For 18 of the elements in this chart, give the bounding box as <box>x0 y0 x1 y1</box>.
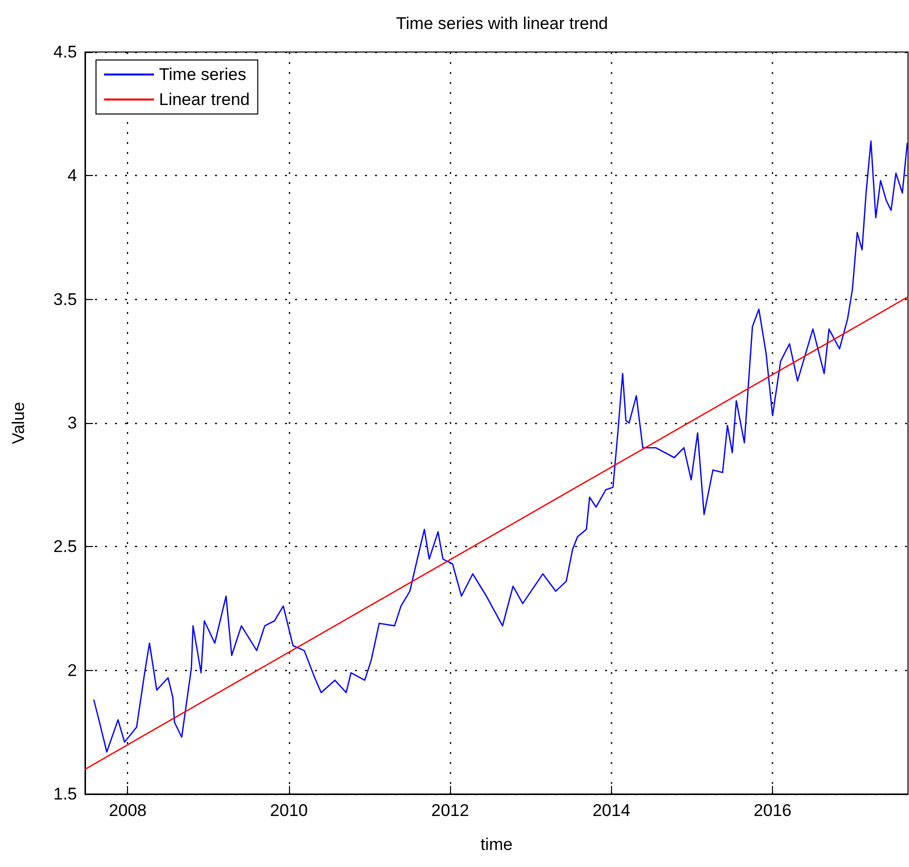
y-tick-label: 1.5 <box>53 784 77 804</box>
y-tick-label: 4.5 <box>53 42 77 62</box>
legend-label: Linear trend <box>159 90 250 109</box>
y-tick-label: 4 <box>68 166 77 186</box>
x-tick-label: 2012 <box>431 801 470 820</box>
chart-title: Time series with linear trend <box>396 14 608 33</box>
x-tick-label: 2016 <box>754 801 792 820</box>
y-tick-label: 3 <box>68 414 77 432</box>
line-series <box>93 140 908 753</box>
x-tick-label: 2008 <box>108 801 147 820</box>
y-tick-label: 2 <box>68 660 77 680</box>
y-tick-label: 2.5 <box>53 537 77 556</box>
x-axis-title: time <box>480 835 513 854</box>
x-tick-label: 2010 <box>270 801 308 820</box>
y-tick-label: 3.5 <box>53 290 77 309</box>
y-axis-title: Value <box>9 402 28 444</box>
x-tick-label: 2014 <box>592 801 630 820</box>
legend-label: Time series <box>159 65 246 84</box>
